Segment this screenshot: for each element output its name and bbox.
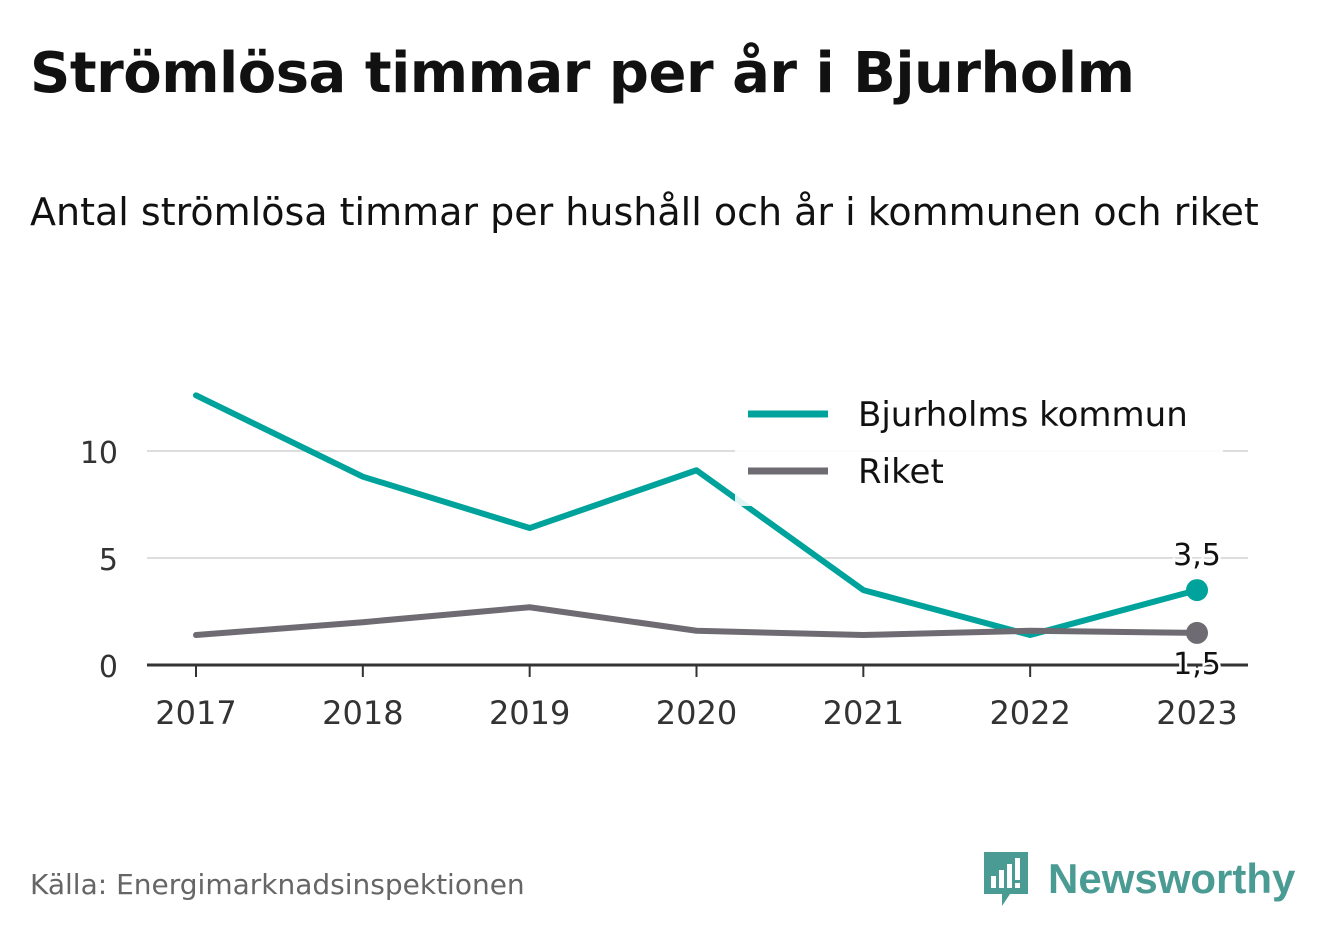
series-line-0: [193, 392, 1200, 639]
end-value-label: 1,5: [1173, 647, 1221, 682]
x-tick-label: 2023: [1156, 694, 1237, 732]
legend-label: Riket: [858, 452, 944, 492]
x-tick-label: 2022: [989, 694, 1070, 732]
legend: Bjurholms kommun Riket: [735, 388, 1223, 506]
newsworthy-logo-icon: [984, 852, 1028, 906]
brand-name: Newsworthy: [1048, 855, 1296, 902]
end-points: 3,5 1,5: [1171, 536, 1224, 685]
end-value-label: 3,5: [1173, 538, 1221, 573]
legend-background: [735, 388, 1223, 506]
y-axis-ticks: 0 5 10: [80, 436, 118, 685]
source-note: Källa: Energimarknadsinspektionen: [30, 868, 525, 901]
chart-title: Strömlösa timmar per år i Bjurholm: [30, 41, 1135, 106]
x-tick-label: 2018: [322, 694, 403, 732]
x-tick-label: 2019: [489, 694, 570, 732]
end-point-1: [1186, 621, 1208, 644]
y-tick-label: 5: [99, 543, 118, 578]
x-tick-label: 2017: [155, 694, 236, 732]
y-tick-label: 0: [99, 650, 118, 685]
brand-logo[interactable]: Newsworthy: [980, 848, 1295, 910]
chart-subtitle: Antal strömlösa timmar per hushåll och å…: [30, 190, 1259, 234]
x-tick-label: 2021: [823, 694, 904, 732]
y-tick-label: 10: [80, 436, 118, 471]
series-line-1: [193, 604, 1200, 639]
x-tick-label: 2020: [656, 694, 737, 732]
x-axis: 2017 2018 2019 2020 2021 2022 2023: [147, 663, 1248, 732]
legend-label: Bjurholms kommun: [858, 395, 1188, 435]
series-lines: [193, 392, 1200, 639]
end-point-0: [1186, 579, 1208, 602]
